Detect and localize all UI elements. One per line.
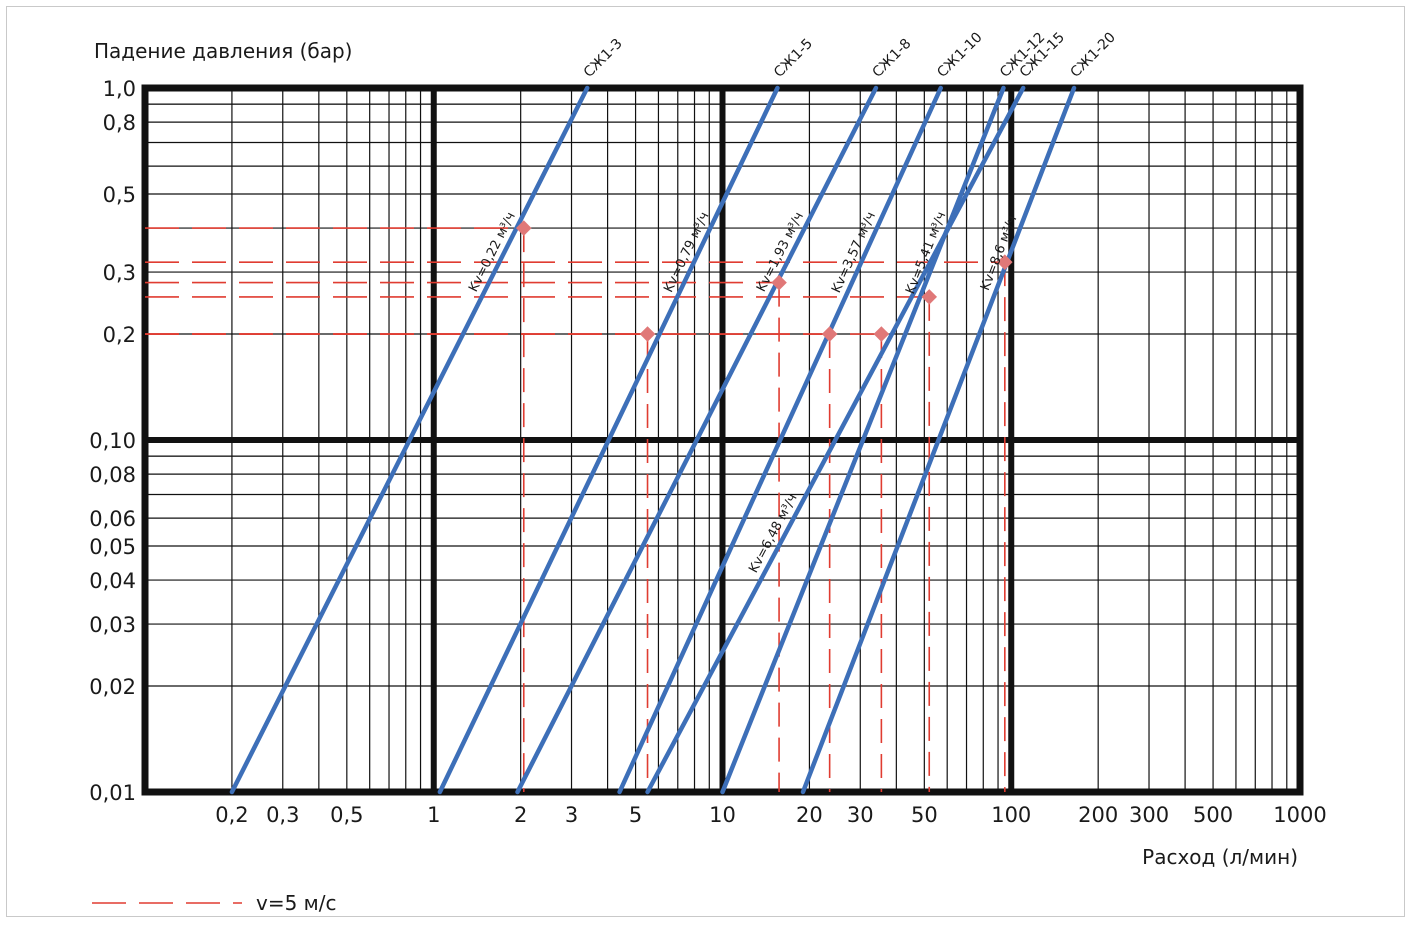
series-line-5 xyxy=(720,85,1006,795)
x-tick-label: 500 xyxy=(1193,803,1233,827)
series-name-label: СЖ1-5 xyxy=(771,36,816,81)
x-tick-label: 3 xyxy=(565,803,578,827)
y-axis-title: Падение давления (бар) xyxy=(94,39,352,63)
series-name-label: СЖ1-10 xyxy=(934,29,985,80)
y-tick-label: 0,03 xyxy=(89,613,136,637)
series-name-label: СЖ1-8 xyxy=(869,36,914,81)
x-tick-label: 1 xyxy=(427,803,440,827)
chart-frame xyxy=(6,6,1405,917)
x-tick-label: 1000 xyxy=(1273,803,1326,827)
legend-label: v=5 м/с xyxy=(256,891,337,915)
y-tick-label: 0,01 xyxy=(89,781,136,805)
series-line-6 xyxy=(645,85,1026,795)
x-tick-label: 300 xyxy=(1129,803,1169,827)
series-line-3 xyxy=(515,85,879,795)
series-lines xyxy=(229,85,1077,795)
series-marker-1 xyxy=(515,220,532,236)
x-tick-label: 200 xyxy=(1078,803,1118,827)
y-tick-label: 0,06 xyxy=(89,507,136,531)
y-tick-label: 0,05 xyxy=(89,535,136,559)
series-line-4 xyxy=(617,85,944,795)
x-tick-label: 30 xyxy=(847,803,874,827)
x-axis-title: Расход (л/мин) xyxy=(1142,845,1298,869)
legend: v=5 м/с xyxy=(92,891,337,915)
series-line-7 xyxy=(800,85,1077,795)
y-tick-label: 0,10 xyxy=(89,429,136,453)
y-tick-label: 0,04 xyxy=(89,569,136,593)
y-tick-label: 0,08 xyxy=(89,463,136,487)
y-tick-label: 0,8 xyxy=(103,111,136,135)
series-name-label: СЖ1-20 xyxy=(1068,29,1119,80)
series-line-1 xyxy=(229,85,590,795)
series-line-2 xyxy=(437,85,780,795)
major-grid xyxy=(141,84,1304,796)
x-tick-label: 0,2 xyxy=(215,803,248,827)
y-tick-label: 1,0 xyxy=(103,77,136,101)
kv-label: Kv=6,48 м³/ч xyxy=(746,492,800,576)
y-tick-label: 0,02 xyxy=(89,675,136,699)
x-tick-label: 100 xyxy=(991,803,1031,827)
series-name-label: СЖ1-3 xyxy=(581,36,626,81)
x-tick-label: 0,3 xyxy=(266,803,299,827)
x-tick-label: 0,5 xyxy=(330,803,363,827)
y-tick-label: 0,3 xyxy=(103,261,136,285)
x-tick-label: 5 xyxy=(629,803,642,827)
x-tick-label: 2 xyxy=(514,803,527,827)
y-tick-label: 0,2 xyxy=(103,323,136,347)
x-tick-label: 50 xyxy=(911,803,938,827)
series-marker-2 xyxy=(639,326,656,342)
x-tick-label: 10 xyxy=(709,803,736,827)
x-tick-label: 20 xyxy=(796,803,823,827)
y-tick-label: 0,5 xyxy=(103,183,136,207)
